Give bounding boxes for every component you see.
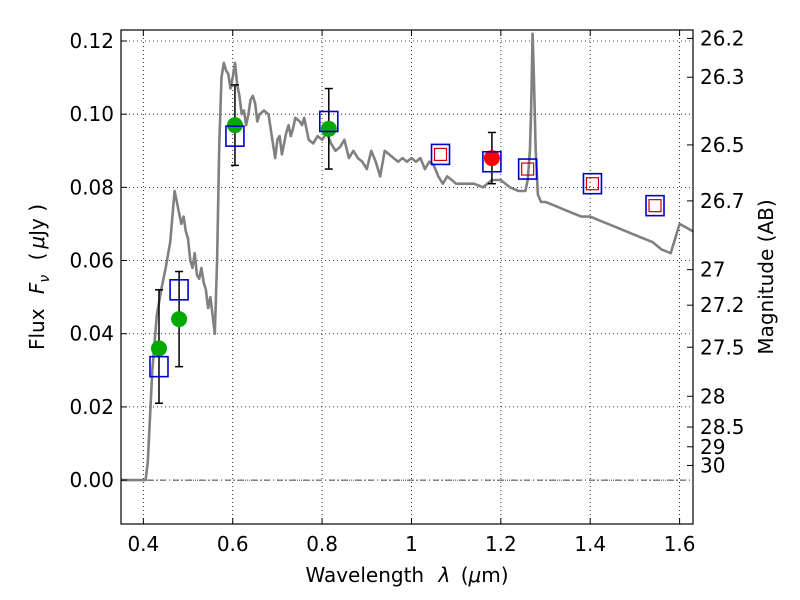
mag-tick-label: 26.2 <box>700 26 745 50</box>
x-axis-title: Wavelength λ (μm) <box>305 563 508 587</box>
x-tick-label: 1.2 <box>485 532 517 556</box>
x-tick-label: 1.6 <box>664 532 696 556</box>
y-tick-label: 0.02 <box>69 395 114 419</box>
x-tick-label: 0.4 <box>127 532 159 556</box>
model-square-inner <box>648 199 662 213</box>
y-tick-label: 0.04 <box>69 322 114 346</box>
green-data-point <box>226 117 243 134</box>
grid-layer <box>121 30 693 524</box>
model-square <box>582 172 603 195</box>
y-tick-label: 0.06 <box>69 249 114 273</box>
mag-tick-label: 29 <box>700 435 725 459</box>
model-square <box>645 194 665 217</box>
y2-axis-title: Magnitude (AB) <box>754 199 778 354</box>
mag-tick-label: 27.2 <box>700 293 745 317</box>
model-square <box>318 110 339 133</box>
model-square-inner <box>433 147 448 162</box>
model-square <box>430 143 451 166</box>
mag-tick-label: 27 <box>700 258 725 282</box>
y-axis-title: Flux Fν (μJy ) <box>25 204 54 350</box>
tick-layer <box>121 30 693 524</box>
model-spectrum-line <box>121 32 694 482</box>
x-tick-label: 0.6 <box>217 532 249 556</box>
model-square-inner <box>585 177 600 191</box>
mag-tick-label: 28.5 <box>700 415 745 439</box>
square-layer <box>149 110 665 378</box>
plot-frame <box>120 29 694 525</box>
mag-tick-label: 28 <box>700 384 725 408</box>
mag-tick-label: 27.5 <box>700 335 745 359</box>
y-tick-label: 0.08 <box>69 175 114 199</box>
model-square <box>482 150 502 173</box>
green-data-point <box>150 340 167 357</box>
x-tick-label: 0.8 <box>306 532 338 556</box>
x-tick-label: 1.4 <box>574 532 606 556</box>
model-square <box>169 279 189 301</box>
model-square <box>225 125 245 147</box>
red-data-point <box>483 150 500 167</box>
x-tick-label: 1 <box>405 532 418 556</box>
y-tick-label: 0.12 <box>69 29 114 53</box>
spectrum-layer <box>121 32 694 482</box>
mag-tick-label: 26.7 <box>700 189 745 213</box>
mag-tick-label: 26.5 <box>700 133 745 157</box>
model-square <box>517 158 538 180</box>
mag-tick-label: 26.3 <box>700 65 745 89</box>
model-square <box>149 355 169 378</box>
mag-tick-label: 30 <box>700 453 725 477</box>
model-square-inner <box>521 162 535 176</box>
y-tick-label: 0.00 <box>69 468 114 492</box>
label-layer: 0.4 0.6 0.8 1 1.2 1.4 1.6 0.00 0.02 0.04 0.06 0.08 0… <box>69 26 744 556</box>
green-data-point <box>171 311 188 328</box>
y-tick-label: 0.10 <box>69 102 114 126</box>
green-data-point <box>320 120 337 137</box>
point-layer <box>150 117 500 357</box>
